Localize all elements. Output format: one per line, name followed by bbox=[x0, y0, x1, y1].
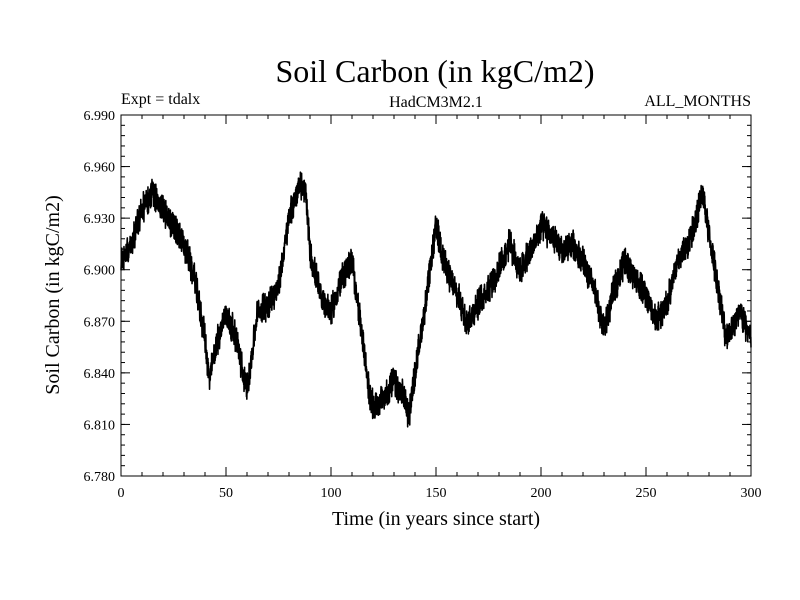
y-tick-label: 6.930 bbox=[84, 212, 116, 227]
y-tick-label: 6.810 bbox=[84, 418, 116, 433]
x-tick-label: 250 bbox=[636, 486, 657, 501]
series-layer bbox=[120, 171, 752, 428]
x-tick-label: 300 bbox=[741, 486, 762, 501]
y-tick-label: 6.840 bbox=[84, 367, 116, 382]
x-tick-label: 200 bbox=[531, 486, 552, 501]
y-tick-label: 6.780 bbox=[84, 470, 116, 485]
months-label: ALL_MONTHS bbox=[644, 93, 751, 110]
x-tick-label: 100 bbox=[321, 486, 342, 501]
x-tick-label: 150 bbox=[426, 486, 447, 501]
y-axis-label: Soil Carbon (in kgC/m2) bbox=[42, 195, 64, 394]
y-tick-label: 6.870 bbox=[84, 315, 116, 330]
y-tick-label: 6.900 bbox=[84, 264, 116, 279]
y-tick-label: 6.960 bbox=[84, 161, 116, 176]
axis-layer: 6.780 6.810 6.840 6.870 6.900 6.930 6.960 6.990… bbox=[84, 109, 762, 501]
x-axis-label: Time (in years since start) bbox=[332, 508, 540, 530]
x-tick-label: 50 bbox=[219, 486, 233, 501]
y-tick-label: 6.990 bbox=[84, 109, 116, 124]
x-tick-label: 0 bbox=[118, 486, 125, 501]
chart-title: Soil Carbon (in kgC/m2) bbox=[275, 53, 594, 89]
model-label: HadCM3M2.1 bbox=[389, 94, 483, 111]
soil-carbon-series-line bbox=[120, 171, 752, 428]
experiment-label: Expt = tdalx bbox=[121, 91, 200, 108]
